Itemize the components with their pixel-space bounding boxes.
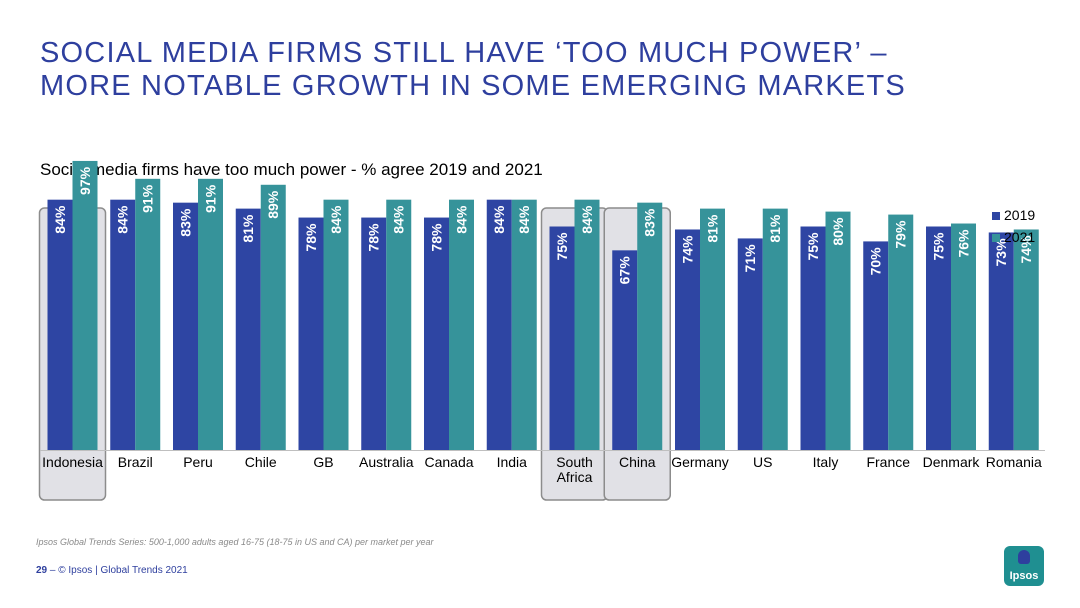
bar-2021 bbox=[825, 211, 851, 450]
bar-2019 bbox=[988, 232, 1014, 450]
bar-2019 bbox=[235, 208, 261, 450]
data-label: 70% bbox=[868, 247, 884, 276]
category-label: Australia bbox=[359, 454, 414, 470]
category-label: Peru bbox=[183, 454, 213, 470]
bar-2021 bbox=[762, 208, 788, 450]
data-label: 78% bbox=[303, 223, 319, 252]
bar-2019 bbox=[486, 199, 512, 450]
footer: 29 – © Ipsos | Global Trends 2021 bbox=[36, 565, 188, 576]
data-label: 81% bbox=[240, 214, 256, 243]
logo-mark-icon bbox=[1018, 550, 1030, 564]
bar-2021 bbox=[323, 199, 349, 450]
bar-2021 bbox=[888, 214, 914, 450]
data-label: 84% bbox=[52, 205, 68, 234]
bar-2021 bbox=[1013, 229, 1039, 450]
data-label: 84% bbox=[454, 205, 470, 234]
data-label: 73% bbox=[993, 238, 1009, 267]
data-label: 75% bbox=[931, 232, 947, 261]
category-label: Indonesia bbox=[42, 454, 103, 470]
category-label: Germany bbox=[671, 454, 729, 470]
bar-2021 bbox=[637, 202, 663, 450]
bar-2019 bbox=[549, 226, 575, 450]
data-label: 89% bbox=[265, 190, 281, 219]
data-label: 84% bbox=[491, 205, 507, 234]
bar-2019 bbox=[737, 238, 763, 450]
data-label: 81% bbox=[705, 214, 721, 243]
bar-2021 bbox=[449, 199, 474, 450]
page-title-line-2: MORE NOTABLE GROWTH IN SOME EMERGING MAR… bbox=[40, 70, 906, 102]
data-label: 78% bbox=[429, 223, 445, 252]
category-label: Canada bbox=[424, 454, 473, 470]
data-label: 75% bbox=[805, 232, 821, 261]
footer-separator: – bbox=[49, 565, 56, 576]
data-label: 84% bbox=[579, 205, 595, 234]
data-label: 83% bbox=[642, 208, 658, 237]
bar-2021 bbox=[951, 223, 976, 450]
page-number: 29 bbox=[36, 565, 48, 576]
bar-2021 bbox=[260, 184, 286, 450]
bar-2021 bbox=[135, 178, 161, 450]
category-label: South Africa bbox=[556, 454, 593, 485]
data-label: 75% bbox=[554, 232, 570, 261]
legend-swatch-2021 bbox=[992, 234, 1000, 242]
category-label: GB bbox=[313, 454, 333, 470]
footer-text: © Ipsos | Global Trends 2021 bbox=[58, 565, 188, 576]
data-label: 71% bbox=[742, 244, 758, 273]
bar-2021 bbox=[511, 199, 537, 450]
data-label: 84% bbox=[391, 205, 407, 234]
category-label: France bbox=[866, 454, 910, 470]
footnote: Ipsos Global Trends Series: 500-1,000 ad… bbox=[36, 537, 434, 547]
bar-2019 bbox=[47, 199, 73, 450]
data-label: 84% bbox=[115, 205, 131, 234]
bar-2021 bbox=[700, 208, 725, 450]
data-label: 67% bbox=[617, 256, 633, 285]
bar-2019 bbox=[675, 229, 700, 450]
data-label: 84% bbox=[516, 205, 532, 234]
legend-label-2021: 2021 bbox=[1004, 229, 1035, 245]
page-title-line-1: SOCIAL MEDIA FIRMS STILL HAVE ‘TOO MUCH … bbox=[40, 37, 888, 69]
page-title: SOCIAL MEDIA FIRMS STILL HAVE ‘TOO MUCH … bbox=[40, 37, 1040, 103]
category-label: Romania bbox=[986, 454, 1042, 470]
data-label: 74% bbox=[1018, 235, 1034, 264]
bar-2019 bbox=[800, 226, 826, 450]
bar-2021 bbox=[72, 160, 98, 450]
data-label: 79% bbox=[893, 220, 909, 249]
category-label: China bbox=[619, 454, 656, 470]
data-label: 83% bbox=[178, 208, 194, 237]
logo-text: Ipsos bbox=[1009, 570, 1039, 582]
data-label: 78% bbox=[366, 223, 382, 252]
category-label: India bbox=[497, 454, 528, 470]
legend-swatch-2019 bbox=[992, 212, 1000, 220]
bar-2021 bbox=[574, 199, 600, 450]
bar-2019 bbox=[424, 217, 449, 450]
legend-label-2019: 2019 bbox=[1004, 207, 1035, 223]
data-label: 84% bbox=[328, 205, 344, 234]
data-label: 91% bbox=[203, 184, 219, 213]
data-label: 74% bbox=[680, 235, 696, 264]
category-label: US bbox=[753, 454, 772, 470]
data-label: 97% bbox=[77, 166, 93, 195]
category-label: Italy bbox=[813, 454, 839, 470]
category-label: Denmark bbox=[923, 454, 981, 470]
category-label: Brazil bbox=[118, 454, 153, 470]
data-label: 80% bbox=[830, 217, 846, 246]
bar-2019 bbox=[361, 217, 387, 450]
category-label: Chile bbox=[245, 454, 277, 470]
bar-2021 bbox=[386, 199, 412, 450]
data-label: 81% bbox=[767, 214, 783, 243]
bar-2019 bbox=[298, 217, 324, 450]
data-label: 76% bbox=[956, 229, 972, 258]
bar-2019 bbox=[863, 241, 889, 450]
bar-2019 bbox=[110, 199, 136, 450]
bar-2021 bbox=[198, 178, 223, 450]
data-label: 91% bbox=[140, 184, 156, 213]
bar-2019 bbox=[173, 202, 198, 450]
chart-title: Social media firms have too much power -… bbox=[40, 160, 543, 179]
bar-2019 bbox=[926, 226, 951, 450]
bar-2019 bbox=[612, 250, 638, 450]
ipsos-logo: Ipsos bbox=[1004, 546, 1044, 586]
